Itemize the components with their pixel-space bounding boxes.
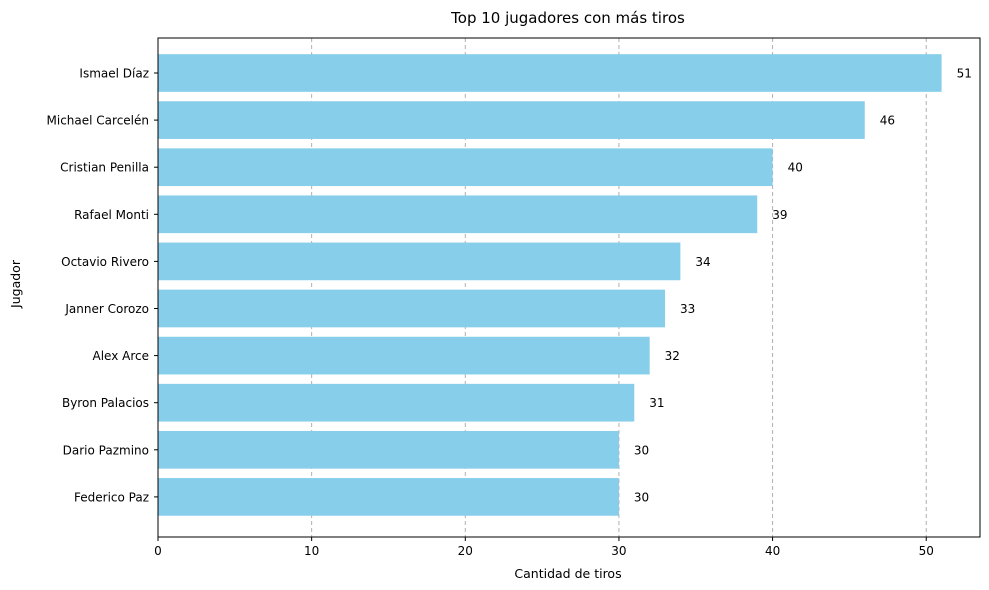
y-tick-label: Dario Pazmino	[63, 443, 149, 457]
data-label: 33	[680, 302, 695, 316]
bar	[158, 148, 773, 187]
x-tick-label: 0	[154, 544, 162, 558]
bars	[158, 54, 942, 516]
x-tick-label: 40	[765, 544, 780, 558]
bar	[158, 383, 635, 422]
chart-title: Top 10 jugadores con más tiros	[450, 9, 685, 27]
data-label: 34	[695, 255, 710, 269]
data-label: 51	[957, 67, 972, 81]
bar	[158, 242, 681, 281]
plot-border	[157, 37, 981, 538]
bar	[158, 289, 666, 328]
bar	[158, 478, 619, 516]
bar	[158, 195, 758, 234]
y-tick-label: Rafael Monti	[74, 208, 149, 222]
x-axis-ticks: 0 10 20 30 40 50	[154, 537, 934, 558]
data-label: 30	[634, 490, 649, 504]
plot-frame	[157, 37, 981, 538]
data-label: 32	[665, 349, 680, 363]
x-tick-label: 50	[919, 544, 934, 558]
y-tick-label: Octavio Rivero	[61, 255, 149, 269]
data-label: 39	[772, 208, 787, 222]
data-labels: 51 46 40 39 34 33 32 31 30 30	[634, 67, 972, 505]
bar	[158, 336, 650, 375]
x-tick-label: 10	[304, 544, 319, 558]
x-tick-label: 20	[458, 544, 473, 558]
data-label: 46	[880, 114, 895, 128]
y-tick-label: Janner Corozo	[64, 302, 149, 316]
y-tick-label: Alex Arce	[93, 349, 150, 363]
y-axis-ticks: Ismael Díaz Michael Carcelén Cristian Peni…	[47, 67, 158, 504]
y-tick-label: Byron Palacios	[62, 396, 149, 410]
y-tick-label: Ismael Díaz	[79, 67, 149, 81]
bar	[158, 430, 619, 469]
x-tick-label: 30	[611, 544, 626, 558]
y-tick-label: Cristian Penilla	[60, 161, 149, 175]
data-label: 40	[788, 161, 803, 175]
x-axis-label: Cantidad de tiros	[514, 566, 621, 581]
data-label: 30	[634, 443, 649, 457]
y-tick-label: Federico Paz	[74, 490, 149, 504]
y-axis-label: Jugador	[8, 259, 23, 309]
y-tick-label: Michael Carcelén	[47, 114, 149, 128]
bar	[158, 101, 865, 139]
data-label: 31	[649, 396, 664, 410]
bar	[158, 54, 942, 92]
